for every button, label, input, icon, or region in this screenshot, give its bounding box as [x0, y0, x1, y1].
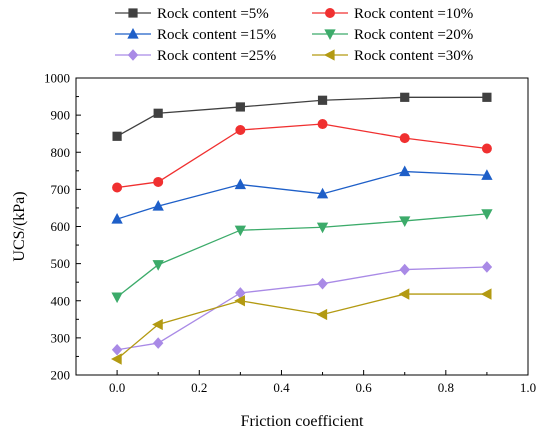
data-point [481, 209, 493, 220]
x-tick-label: 0.8 [438, 380, 454, 395]
data-point [480, 288, 492, 300]
data-point [317, 95, 328, 105]
data-point [399, 263, 410, 276]
series-line [116, 170, 487, 220]
data-point [152, 337, 164, 349]
data-point [317, 119, 328, 130]
legend-item: Rock content =30% [312, 48, 473, 64]
data-point [481, 143, 492, 154]
legend-marker [128, 8, 138, 18]
data-point [399, 165, 411, 177]
data-point [112, 182, 123, 193]
series-line [117, 123, 487, 189]
data-point [482, 92, 492, 102]
data-point [399, 216, 411, 227]
x-tick-label: 0.0 [109, 380, 125, 395]
legend-item: Rock content =15% [115, 27, 276, 43]
y-tick-label: 300 [51, 330, 71, 345]
y-axis: 200 300 400 500 600 700 800 900 1000 [44, 71, 81, 383]
data-point [481, 169, 493, 180]
series-line [116, 96, 487, 137]
legend-marker [324, 29, 336, 41]
legend-label: Rock content =25% [157, 48, 276, 64]
data-point [153, 108, 163, 118]
data-point [111, 343, 123, 356]
data-point [234, 225, 247, 237]
series-line [116, 213, 487, 298]
data-point [316, 187, 329, 199]
y-tick-label: 500 [51, 256, 71, 271]
x-tick-label: 0.4 [273, 380, 290, 395]
data-point [111, 292, 123, 304]
legend-label: Rock content =15% [157, 27, 276, 43]
plot-frame [75, 77, 529, 376]
series-line [116, 266, 487, 351]
y-tick-label: 900 [51, 108, 71, 123]
series-line [116, 293, 487, 360]
data-point [152, 200, 164, 211]
series-layer [111, 92, 493, 365]
x-tick-label: 0.6 [356, 380, 373, 395]
series-6 [111, 288, 492, 365]
legend-item: Rock content =10% [312, 6, 473, 22]
y-tick-label: 600 [51, 219, 71, 234]
data-point [400, 92, 410, 102]
legend-marker [127, 27, 139, 39]
legend: Rock content =5% Rock content =10% Rock co… [115, 6, 473, 64]
legend-marker [127, 49, 139, 61]
data-point [112, 131, 122, 141]
legend-item: Rock content =5% [115, 6, 269, 22]
series-3 [111, 165, 493, 224]
data-point [152, 318, 163, 331]
y-tick-label: 400 [51, 293, 71, 308]
data-point [235, 124, 246, 135]
legend-label: Rock content =10% [354, 6, 473, 22]
legend-marker [323, 49, 335, 61]
legend-marker [324, 7, 335, 18]
data-point [153, 176, 164, 187]
x-tick-label: 1.0 [520, 380, 536, 395]
x-axis: 0.0 0.2 0.4 0.6 0.8 1.0 [75, 370, 536, 395]
data-point [316, 308, 328, 321]
series-4 [111, 209, 493, 304]
data-point [398, 288, 410, 300]
x-axis-title: Friction coefficient [241, 413, 364, 430]
data-point [152, 260, 164, 271]
legend-item: Rock content =20% [312, 27, 473, 43]
y-tick-label: 200 [51, 368, 71, 383]
legend-label: Rock content =20% [354, 27, 473, 43]
legend-item: Rock content =25% [115, 48, 276, 64]
data-point [316, 222, 329, 234]
data-point [111, 353, 122, 365]
data-point [234, 295, 245, 307]
data-point [317, 277, 328, 290]
data-point [234, 178, 247, 190]
y-tick-label: 800 [51, 145, 71, 160]
y-axis-title: UCS/(kPa) [11, 191, 28, 261]
data-point [481, 261, 493, 273]
data-point [399, 133, 410, 144]
y-tick-label: 1000 [44, 71, 70, 86]
series-5 [111, 261, 493, 356]
data-point [111, 213, 123, 224]
legend-label: Rock content =5% [157, 6, 269, 22]
series-1 [112, 92, 492, 141]
data-point [235, 102, 245, 112]
legend-label: Rock content =30% [354, 48, 473, 64]
y-tick-label: 700 [51, 182, 71, 197]
series-2 [112, 119, 492, 193]
x-tick-label: 0.2 [191, 380, 207, 395]
